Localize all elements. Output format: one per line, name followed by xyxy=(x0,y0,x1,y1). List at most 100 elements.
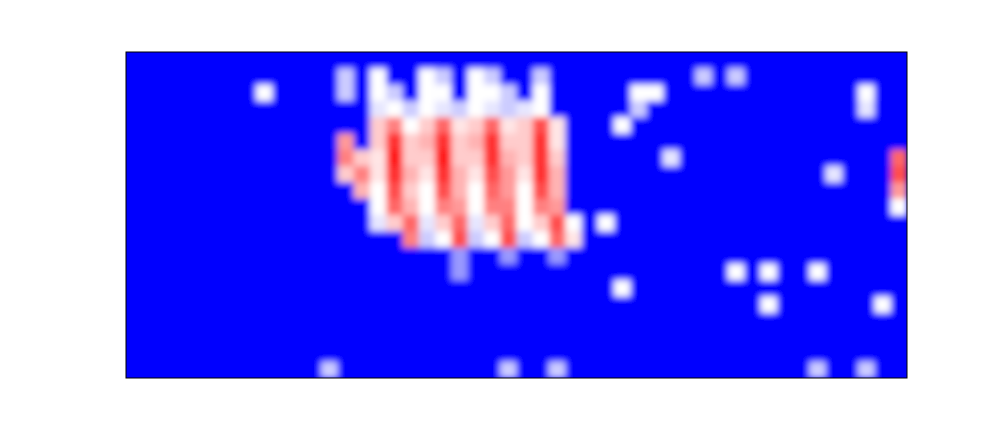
heatmap-cell xyxy=(565,280,582,297)
heatmap-cell xyxy=(728,199,745,216)
heatmap-cell xyxy=(695,215,712,232)
heatmap-cell xyxy=(256,264,273,281)
heatmap-cell xyxy=(598,199,615,216)
heatmap-cell xyxy=(598,182,615,199)
heatmap-cell xyxy=(614,264,631,281)
heatmap-cell xyxy=(647,166,664,183)
heatmap-cell xyxy=(598,117,615,134)
heatmap-cell xyxy=(191,248,208,265)
heatmap-cell xyxy=(533,52,550,69)
heatmap-cell xyxy=(191,134,208,151)
heatmap-cell xyxy=(517,134,534,151)
heatmap-cell xyxy=(419,134,436,151)
heatmap-cell xyxy=(891,329,907,346)
heatmap-cell xyxy=(858,297,875,314)
heatmap-cell xyxy=(549,117,566,134)
heatmap-cell xyxy=(598,329,615,346)
heatmap-cell xyxy=(793,85,810,102)
heatmap-cell xyxy=(484,313,501,330)
heatmap-cell xyxy=(826,101,843,118)
heatmap-cell xyxy=(386,297,403,314)
heatmap-cell xyxy=(191,101,208,118)
heatmap-cell xyxy=(224,150,241,167)
heatmap-cell xyxy=(354,150,371,167)
heatmap-cell xyxy=(435,362,452,378)
heatmap-cell xyxy=(582,329,599,346)
heatmap-cell xyxy=(842,199,859,216)
heatmap-cell xyxy=(305,117,322,134)
heatmap-cell xyxy=(419,248,436,265)
heatmap-cell xyxy=(630,362,647,378)
heatmap-cell xyxy=(207,297,224,314)
heatmap-cell xyxy=(598,134,615,151)
heatmap-cell xyxy=(468,248,485,265)
heatmap-cell xyxy=(809,182,826,199)
heatmap-cell xyxy=(403,280,420,297)
heatmap-cell xyxy=(777,68,794,85)
heatmap-cell xyxy=(777,362,794,378)
heatmap-cell xyxy=(761,362,778,378)
heatmap-cell xyxy=(533,85,550,102)
heatmap-cell xyxy=(500,85,517,102)
heatmap-cell xyxy=(679,264,696,281)
heatmap-cell xyxy=(679,117,696,134)
heatmap-cell xyxy=(598,248,615,265)
heatmap-cell xyxy=(679,85,696,102)
chart-container xyxy=(0,0,1008,432)
heatmap-cell xyxy=(809,150,826,167)
heatmap-cell xyxy=(142,362,159,378)
heatmap-cell xyxy=(761,182,778,199)
heatmap-cell xyxy=(679,182,696,199)
heatmap-cell xyxy=(695,199,712,216)
heatmap-cell xyxy=(630,345,647,362)
heatmap-cell xyxy=(842,134,859,151)
heatmap-cell xyxy=(403,248,420,265)
heatmap-cell xyxy=(159,52,176,69)
heatmap-cell xyxy=(517,150,534,167)
heatmap-cell xyxy=(679,329,696,346)
heatmap-cell xyxy=(842,117,859,134)
heatmap-cell xyxy=(207,199,224,216)
heatmap-cell xyxy=(142,150,159,167)
heatmap-cell xyxy=(240,199,257,216)
heatmap-cell xyxy=(695,117,712,134)
heatmap-cell xyxy=(874,313,891,330)
heatmap-cell xyxy=(614,362,631,378)
heatmap-cell xyxy=(142,345,159,362)
heatmap-cell xyxy=(809,362,826,378)
heatmap-cell xyxy=(321,101,338,118)
heatmap-cell xyxy=(272,231,289,248)
heatmap-cell xyxy=(630,248,647,265)
heatmap-cell xyxy=(126,199,143,216)
heatmap-cell xyxy=(647,362,664,378)
heatmap-cell xyxy=(468,166,485,183)
heatmap-cell xyxy=(777,264,794,281)
heatmap-cell xyxy=(517,297,534,314)
heatmap-cell xyxy=(321,182,338,199)
heatmap-cell xyxy=(614,199,631,216)
heatmap-cell xyxy=(354,68,371,85)
heatmap-cell xyxy=(370,101,387,118)
heatmap-cell xyxy=(712,150,729,167)
heatmap-cell xyxy=(809,134,826,151)
heatmap-cell xyxy=(630,68,647,85)
heatmap-cell xyxy=(256,150,273,167)
heatmap-cell xyxy=(451,150,468,167)
heatmap-cell xyxy=(419,166,436,183)
heatmap-cell xyxy=(826,68,843,85)
heatmap-cell xyxy=(744,248,761,265)
heatmap-cell xyxy=(565,101,582,118)
heatmap-cell xyxy=(289,362,306,378)
heatmap-cell xyxy=(484,215,501,232)
heatmap-cell xyxy=(419,313,436,330)
heatmap-cell xyxy=(451,345,468,362)
heatmap-cell xyxy=(517,362,534,378)
heatmap-cell xyxy=(777,117,794,134)
heatmap-cell xyxy=(793,199,810,216)
heatmap-cell xyxy=(175,215,192,232)
heatmap-cell xyxy=(744,166,761,183)
heatmap-cell xyxy=(159,68,176,85)
heatmap-cell xyxy=(761,313,778,330)
heatmap-cell xyxy=(695,280,712,297)
heatmap-cell xyxy=(370,68,387,85)
